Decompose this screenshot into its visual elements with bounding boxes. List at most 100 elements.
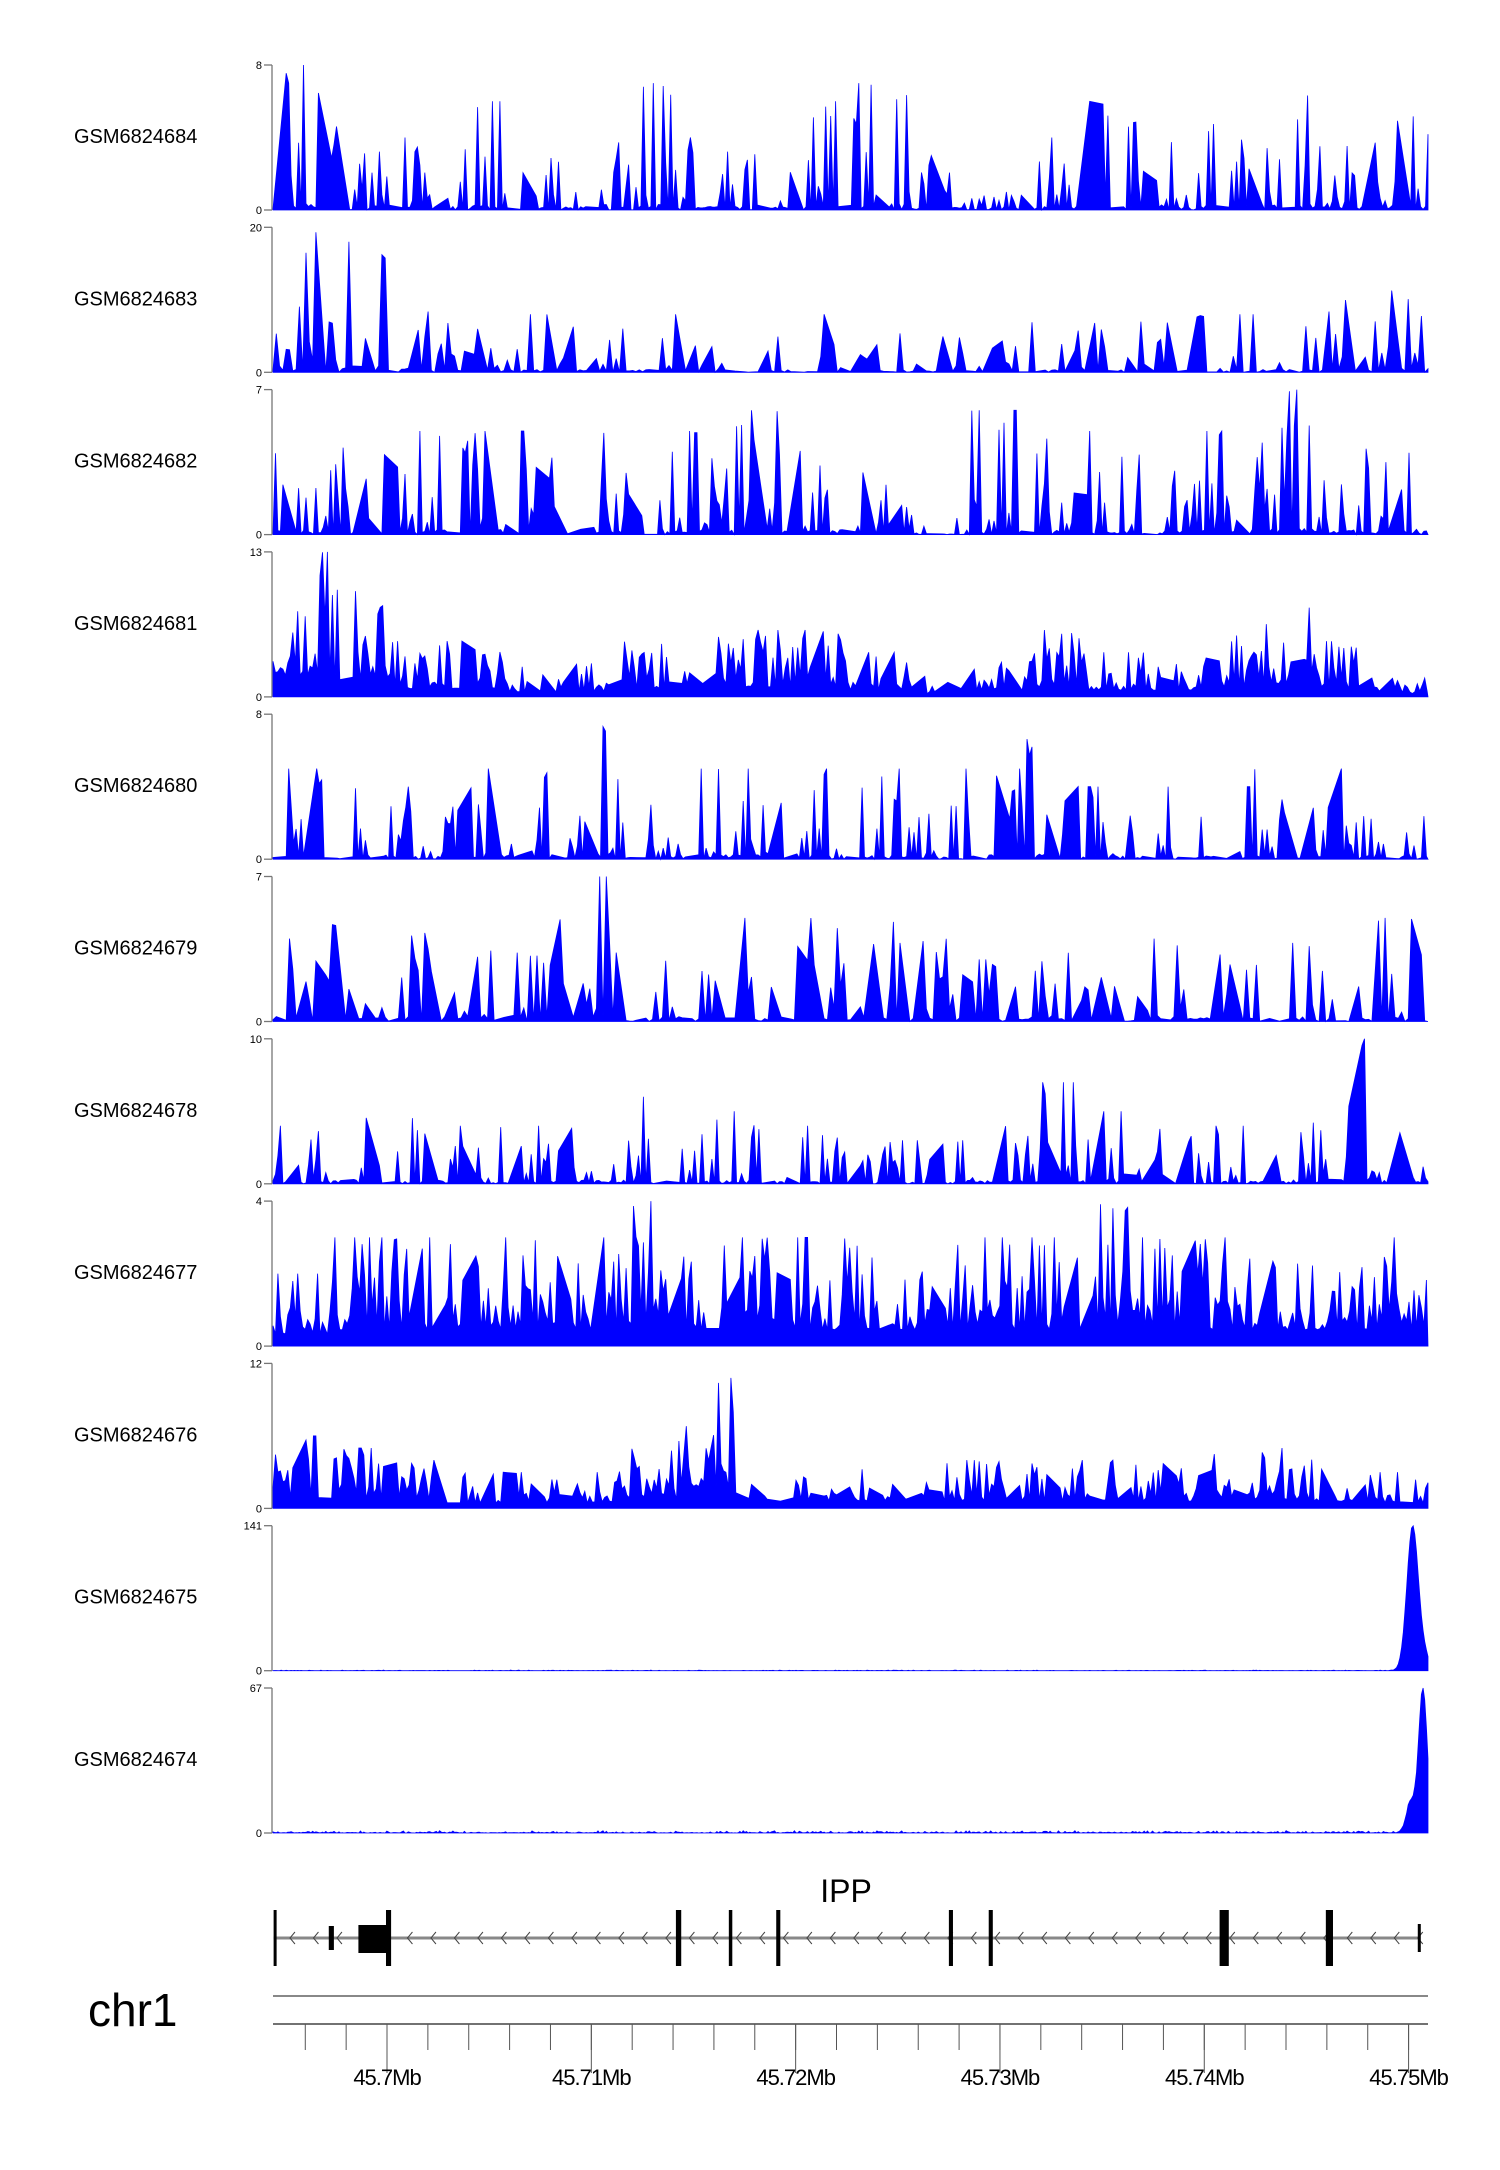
y-tick-label-min: 0 [256,530,262,542]
strand-arrow-icon [829,1931,836,1945]
strand-arrow-icon [1041,1931,1048,1945]
strand-arrow-icon [688,1931,695,1945]
strand-arrow-icon [900,1931,907,1945]
strand-arrow-icon [970,1931,977,1945]
track-signal-area [272,724,1429,861]
y-tick-label-max: 8 [256,709,262,721]
strand-arrow-icon [1393,1931,1400,1945]
strand-arrow-icon [571,1931,578,1945]
strand-arrow-icon [1182,1931,1189,1945]
track-signal-area [272,1038,1429,1185]
track-label: GSM6824681 [74,613,197,635]
strand-arrow-icon [1252,1931,1259,1945]
x-tick-label: 45.73Mb [961,2065,1040,2090]
exon [273,1910,277,1966]
gene-track: IPP [273,1873,1424,1966]
y-tick-label-max: 20 [250,222,262,234]
strand-arrow-icon [853,1931,860,1945]
track-GSM6824683: GSM6824683 20 0 [74,222,1429,379]
strand-arrow-icon [994,1931,1001,1945]
strand-arrow-icon [289,1931,296,1945]
x-tick-label: 45.72Mb [756,2065,835,2090]
track-GSM6824675: GSM6824675 141 0 [74,1521,1429,1678]
track-label: GSM6824679 [74,938,197,960]
y-tick-label-max: 8 [256,60,262,72]
track-GSM6824674: GSM6824674 67 0 [74,1683,1429,1840]
exon [385,1910,392,1966]
y-tick-label-max: 7 [256,385,262,397]
track-label: GSM6824678 [74,1100,197,1122]
track-GSM6824682: GSM6824682 7 0 [74,385,1429,542]
track-label: GSM6824683 [74,288,197,310]
track-label: GSM6824676 [74,1424,197,1446]
y-tick-label-min: 0 [256,1179,262,1191]
y-tick-label-max: 7 [256,872,262,884]
track-label: GSM6824682 [74,451,197,473]
y-tick-label-min: 0 [256,367,262,379]
exon [776,1910,781,1966]
y-tick-label-min: 0 [256,205,262,217]
track-signal-area [272,876,1429,1023]
strand-arrow-icon [1158,1931,1165,1945]
strand-arrow-icon [500,1931,507,1945]
strand-arrow-icon [1088,1931,1095,1945]
gene-name-label: IPP [820,1873,872,1909]
track-signal-area [272,1377,1429,1509]
chromosome-label: chr1 [88,1984,177,2036]
exon [728,1910,733,1966]
strand-arrow-icon [594,1931,601,1945]
track-GSM6824680: GSM6824680 8 0 [74,709,1429,866]
y-tick-label-max: 13 [250,547,262,559]
track-GSM6824677: GSM6824677 4 0 [74,1196,1429,1353]
strand-arrow-icon [1229,1931,1236,1945]
exon [675,1910,682,1966]
track-signal-area [272,389,1429,536]
track-signal-area [272,1201,1429,1347]
strand-arrow-icon [1017,1931,1024,1945]
strand-arrow-icon [1205,1931,1212,1945]
exon [1219,1910,1229,1966]
y-tick-label-max: 10 [250,1034,262,1046]
y-tick-label-max: 141 [244,1521,262,1533]
track-signal-area [272,551,1429,698]
strand-arrow-icon [1346,1931,1353,1945]
y-tick-label-min: 0 [256,692,262,704]
strand-arrow-icon [735,1931,742,1945]
track-label: GSM6824684 [74,126,197,148]
x-tick-label: 45.75Mb [1369,2065,1448,2090]
track-GSM6824679: GSM6824679 7 0 [74,872,1429,1029]
strand-arrow-icon [712,1931,719,1945]
y-tick-label-min: 0 [256,1828,262,1840]
y-tick-label-min: 0 [256,1503,262,1515]
x-tick-label: 45.7Mb [353,2065,421,2090]
exon [988,1910,993,1966]
exon [358,1925,388,1953]
track-GSM6824684: GSM6824684 8 0 [74,60,1429,217]
exon [948,1910,953,1966]
y-tick-label-max: 12 [250,1358,262,1370]
track-GSM6824678: GSM6824678 10 0 [74,1034,1429,1191]
strand-arrow-icon [806,1931,813,1945]
track-label: GSM6824677 [74,1262,197,1284]
y-tick-label-min: 0 [256,1666,262,1678]
track-GSM6824681: GSM6824681 13 0 [74,547,1429,704]
strand-arrow-icon [406,1931,413,1945]
track-label: GSM6824675 [74,1587,197,1609]
genome-axis: chr1 45.7Mb 45.71Mb 45.72Mb 45.73Mb 45.74Mb 4… [88,1984,1450,2090]
strand-arrow-icon [759,1931,766,1945]
strand-arrow-icon [1111,1931,1118,1945]
strand-arrow-icon [923,1931,930,1945]
strand-arrow-icon [641,1931,648,1945]
strand-arrow-icon [1276,1931,1283,1945]
exon [1325,1910,1333,1966]
y-tick-label-max: 4 [256,1196,262,1208]
y-tick-label-min: 0 [256,854,262,866]
track-signal-area [272,1524,1429,1672]
strand-arrow-icon [1135,1931,1142,1945]
x-tick-label: 45.71Mb [552,2065,631,2090]
strand-arrow-icon [547,1931,554,1945]
strand-arrow-icon [1064,1931,1071,1945]
exon [1417,1924,1421,1952]
data-tracks: GSM682468480GSM6824683200GSM682468270GSM… [74,60,1429,1840]
